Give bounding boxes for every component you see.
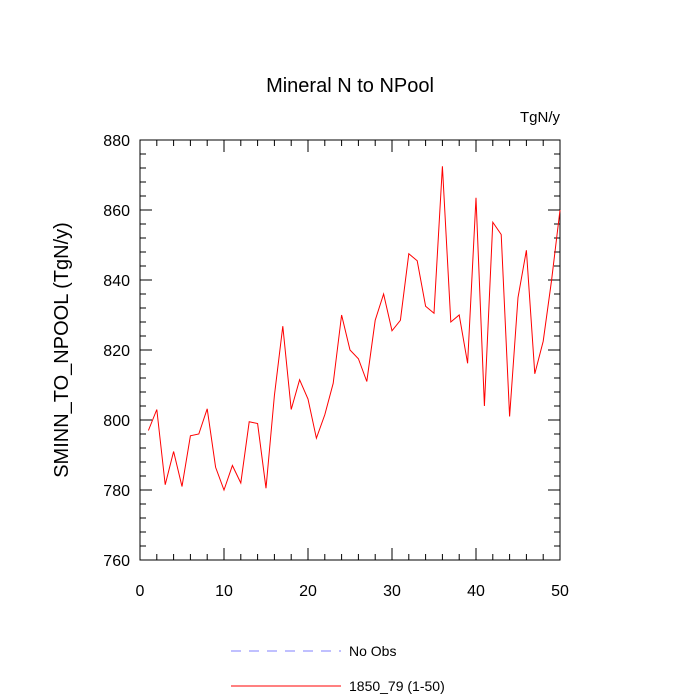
series-group bbox=[147, 166, 561, 492]
x-tick-label: 0 bbox=[136, 583, 145, 600]
x-tick-labels: 0 10 20 30 40 50 bbox=[136, 583, 569, 600]
units-label: TgN/y bbox=[520, 109, 561, 126]
legend: No Obs 1850_79 (1-50) bbox=[231, 643, 445, 694]
legend-label: 1850_79 (1-50) bbox=[349, 678, 445, 694]
x-tick-label: 50 bbox=[551, 583, 569, 600]
y-tick-label: 760 bbox=[103, 553, 130, 570]
y-tick-label: 880 bbox=[103, 133, 130, 150]
x-tick-label: 10 bbox=[215, 583, 233, 600]
y-tick-label: 820 bbox=[103, 343, 130, 360]
y-tick-label: 800 bbox=[103, 413, 130, 430]
y-tick-label: 840 bbox=[103, 273, 130, 290]
y-axis-label: SMINN_TO_NPOOL (TgN/y) bbox=[51, 222, 73, 478]
y-tick-labels: 760 780 800 820 840 860 880 bbox=[103, 133, 130, 570]
y-tick-label: 860 bbox=[103, 203, 130, 220]
series-line bbox=[147, 166, 561, 492]
x-tick-label: 30 bbox=[383, 583, 401, 600]
y-tick-label: 780 bbox=[103, 483, 130, 500]
x-tick-label: 40 bbox=[467, 583, 485, 600]
chart-title: Mineral N to NPool bbox=[266, 75, 434, 97]
legend-label: No Obs bbox=[349, 643, 396, 659]
x-tick-label: 20 bbox=[299, 583, 317, 600]
